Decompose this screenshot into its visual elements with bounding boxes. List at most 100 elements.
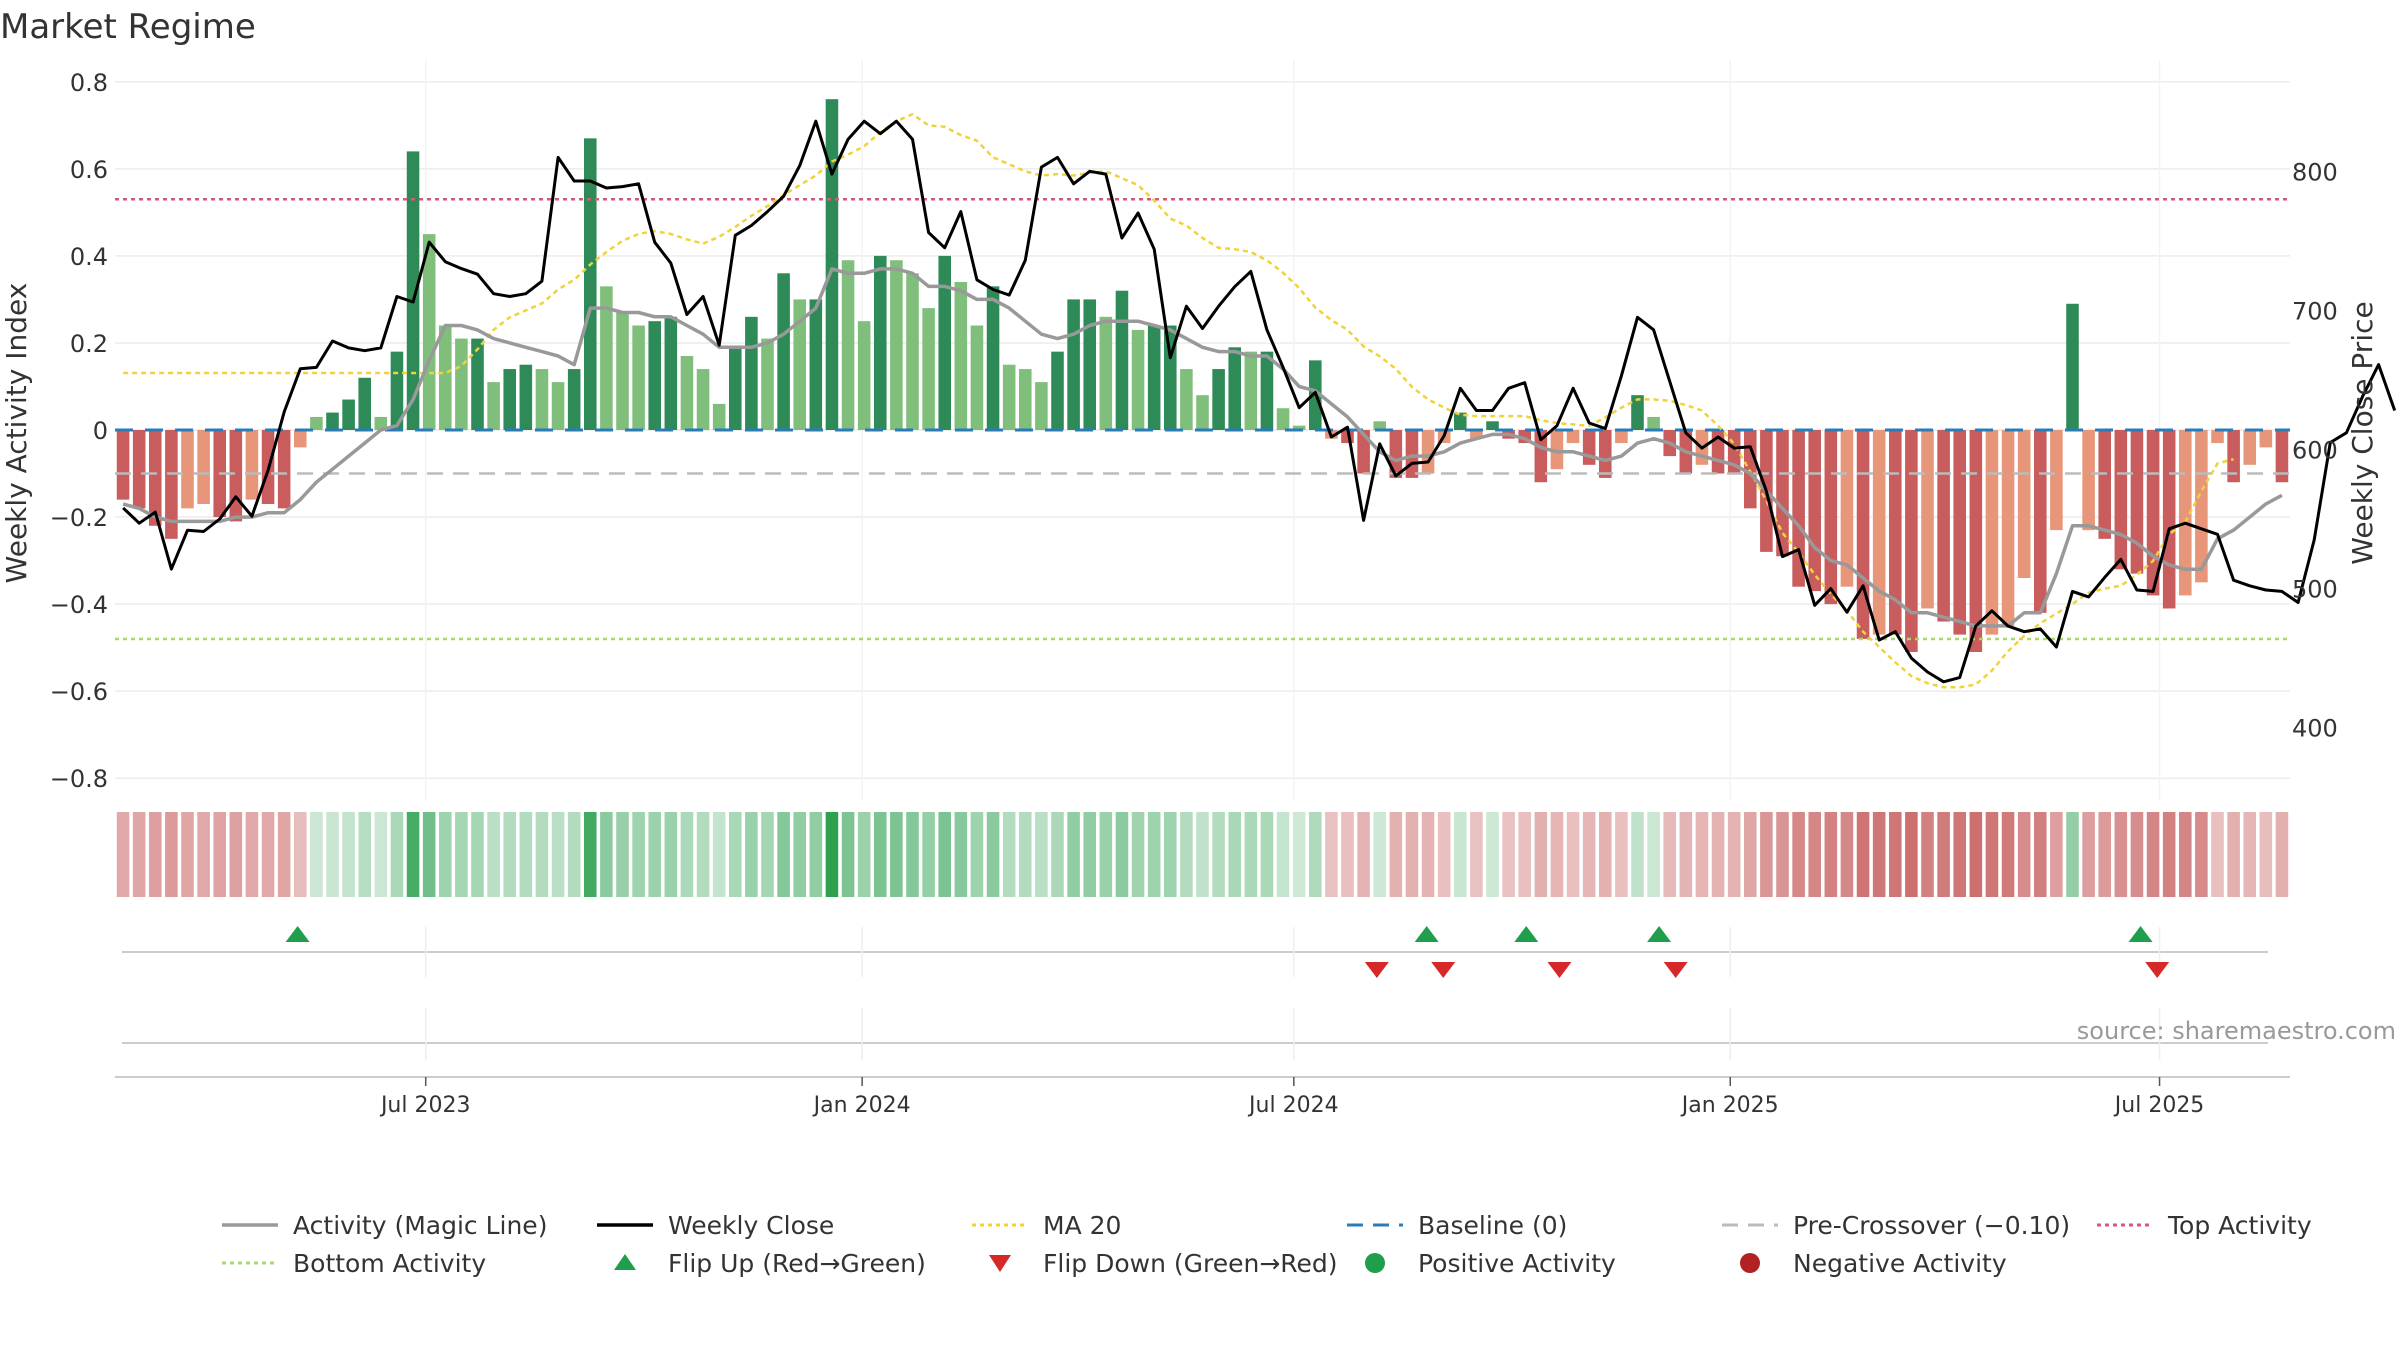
activity-bar [406, 151, 420, 431]
regime-cell [1212, 812, 1225, 897]
regime-cell [406, 812, 420, 897]
y-tick-left: 0.2 [70, 330, 108, 358]
y-tick-left: −0.4 [50, 591, 108, 619]
regime-cell [374, 812, 388, 897]
regime-cell [1937, 812, 1950, 897]
regime-cell [1582, 812, 1596, 897]
regime-cell [2082, 812, 2095, 897]
regime-cell [2114, 812, 2128, 897]
activity-bar [165, 430, 178, 539]
activity-bar [793, 299, 807, 430]
regime-cell [1308, 812, 1322, 897]
legend-label: Weekly Close [668, 1211, 834, 1240]
regime-cell [1389, 812, 1403, 897]
regime-cell [1888, 812, 1902, 897]
chart-title: Market Regime [0, 7, 256, 47]
regime-cell [809, 812, 823, 897]
regime-cell [148, 812, 162, 897]
regime-cell [841, 812, 855, 897]
regime-cell [487, 812, 500, 897]
activity-bar [954, 282, 968, 430]
activity-bar [148, 430, 162, 526]
y-tick-left: 0.6 [70, 156, 108, 184]
activity-bar [728, 347, 742, 430]
regime-cell [261, 812, 275, 897]
activity-bar [2098, 430, 2112, 539]
regime-cell [2033, 812, 2047, 897]
regime-cell [1051, 812, 1064, 897]
flip-down-marker [1431, 962, 1456, 978]
activity-bar [293, 430, 307, 448]
activity-bar [326, 412, 339, 430]
activity-bar [825, 99, 839, 431]
regime-cell [1405, 812, 1419, 897]
activity-bar [1453, 412, 1467, 430]
regime-cell [1647, 812, 1660, 897]
activity-bar [1228, 347, 1242, 430]
legend-item: Flip Up (Red→Green) [614, 1249, 926, 1278]
regime-cell [1566, 812, 1580, 897]
activity-bar [2243, 430, 2257, 465]
regime-cell [745, 812, 758, 897]
flip-up-marker [1514, 926, 1539, 942]
regime-cell [1695, 812, 1709, 897]
activity-bar [2259, 430, 2273, 448]
regime-cell [906, 812, 919, 897]
regime-cell [1292, 812, 1306, 897]
activity-bar [841, 260, 855, 430]
activity-bar [648, 321, 662, 430]
regime-cell [342, 812, 355, 897]
regime-cell [2259, 812, 2273, 897]
y-tick-right: 500 [2292, 576, 2338, 604]
activity-bar [2017, 430, 2031, 578]
regime-cell [1453, 812, 1467, 897]
activity-bar [1872, 430, 1886, 635]
regime-cell [2130, 812, 2144, 897]
activity-bar [890, 260, 903, 430]
activity-bar [310, 416, 323, 430]
flip-down-marker [1547, 962, 1572, 978]
activity-bar [1276, 408, 1290, 430]
activity-bar [1486, 421, 1499, 430]
regime-cell [986, 812, 1000, 897]
regime-cell [1099, 812, 1113, 897]
legend-item: Flip Down (Green→Red) [989, 1249, 1338, 1278]
y-tick-right: 800 [2292, 158, 2338, 186]
y-tick-right: 400 [2292, 715, 2338, 743]
regime-cell [728, 812, 742, 897]
regime-cell [583, 812, 597, 897]
activity-bar [503, 369, 517, 430]
activity-bar [519, 364, 533, 430]
legend-item: Negative Activity [1740, 1249, 2007, 1278]
activity-bar [1953, 430, 1967, 635]
regime-cell [970, 812, 984, 897]
activity-bar [1824, 430, 1838, 605]
regime-cell [567, 812, 581, 897]
activity-bar [1035, 382, 1048, 430]
activity-bar [1550, 430, 1564, 470]
legend-label: Negative Activity [1793, 1249, 2007, 1278]
legend-item: Top Activity [2097, 1211, 2312, 1240]
activity-bar [922, 308, 935, 430]
activity-bar [471, 338, 484, 430]
activity-bar [696, 369, 710, 430]
regime-cell [245, 812, 259, 897]
activity-bar [938, 255, 952, 430]
regime-cell [213, 812, 227, 897]
flip-down-marker [1364, 962, 1389, 978]
activity-bar [551, 382, 565, 430]
regime-cell [873, 812, 887, 897]
regime-cell [181, 812, 194, 897]
regime-cell [857, 812, 871, 897]
magic-line [122, 267, 2283, 628]
regime-cell [1711, 812, 1725, 897]
y-tick-left: −0.2 [50, 504, 108, 532]
regime-cell [2275, 812, 2289, 897]
regime-cell [777, 812, 790, 897]
activity-bar [2178, 430, 2192, 596]
regime-cell [2098, 812, 2112, 897]
regime-cell [1502, 812, 1515, 897]
activity-bar [2050, 430, 2063, 531]
activity-bar [438, 325, 452, 430]
x-tick-label: Jan 2025 [1680, 1093, 1779, 1118]
